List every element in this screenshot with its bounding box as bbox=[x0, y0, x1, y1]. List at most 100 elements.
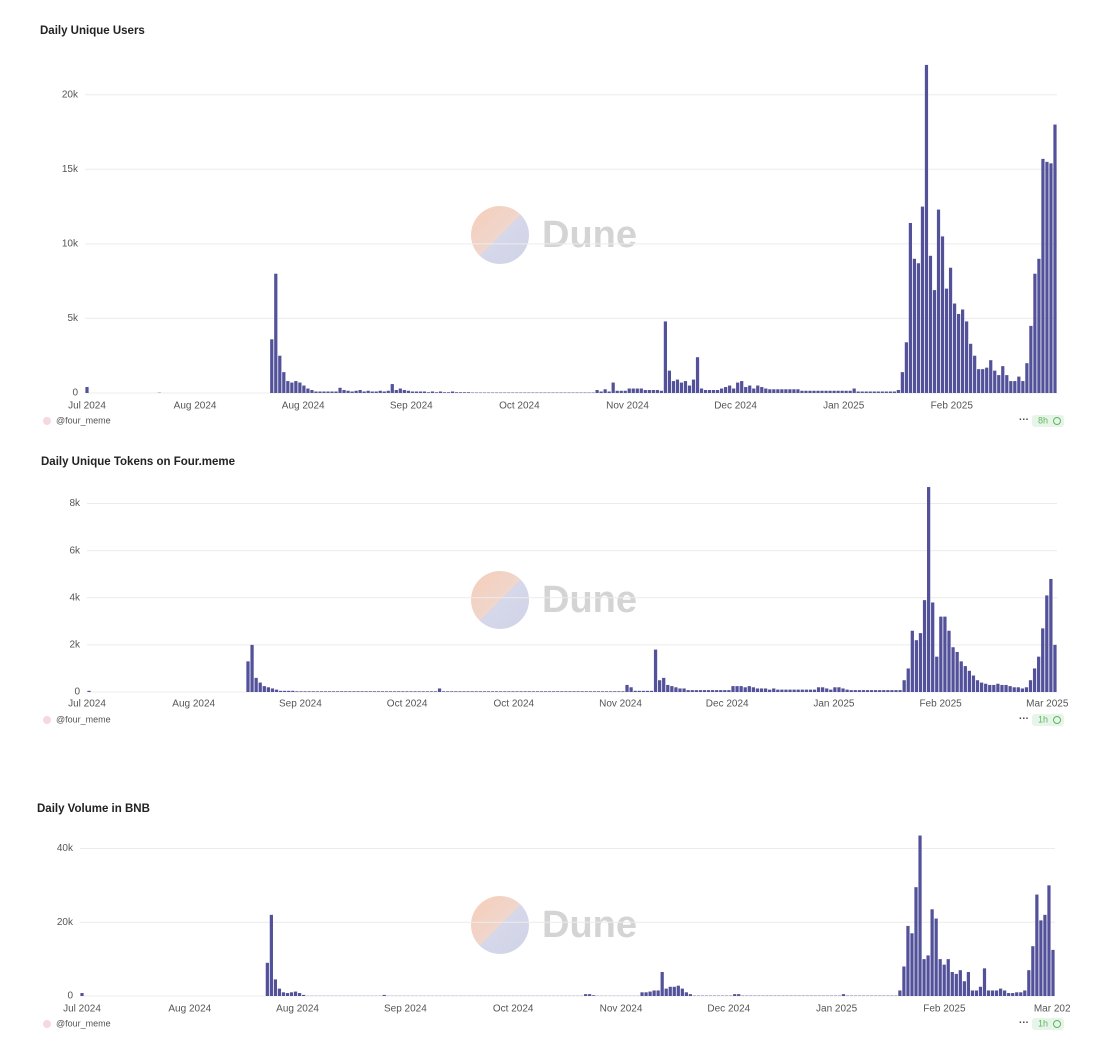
bar bbox=[592, 995, 596, 996]
bar bbox=[458, 392, 463, 393]
x-tick-label: Jan 2025 bbox=[816, 1004, 858, 1015]
bar bbox=[340, 691, 344, 692]
bar bbox=[607, 391, 611, 393]
bar bbox=[85, 387, 89, 393]
bar bbox=[641, 690, 645, 692]
bar bbox=[543, 691, 548, 692]
bar bbox=[961, 309, 965, 393]
watermark-logo bbox=[471, 571, 529, 629]
bar bbox=[327, 691, 332, 692]
bar bbox=[776, 389, 780, 393]
bar bbox=[1021, 381, 1025, 393]
x-tick-label: Oct 2024 bbox=[387, 699, 428, 710]
bar bbox=[934, 918, 938, 996]
bar bbox=[672, 986, 676, 996]
bar bbox=[735, 686, 739, 692]
bar bbox=[323, 691, 328, 692]
menu[interactable]: ··· bbox=[1019, 714, 1029, 725]
bar bbox=[679, 382, 684, 393]
bar bbox=[1024, 687, 1029, 692]
bar bbox=[695, 357, 700, 393]
bar bbox=[358, 390, 362, 393]
bar bbox=[719, 690, 723, 692]
bar bbox=[971, 675, 976, 692]
bar bbox=[429, 691, 434, 692]
menu[interactable]: ··· bbox=[1019, 1018, 1029, 1029]
bar bbox=[625, 684, 629, 692]
bar bbox=[940, 236, 945, 393]
bar bbox=[683, 381, 688, 393]
bar bbox=[994, 990, 999, 996]
bar bbox=[274, 689, 279, 692]
bar bbox=[982, 968, 987, 996]
bar bbox=[1007, 993, 1011, 996]
bar bbox=[560, 691, 564, 692]
bar bbox=[556, 691, 560, 692]
bar bbox=[686, 690, 690, 692]
menu[interactable]: ··· bbox=[1019, 415, 1029, 426]
watermark: Dune bbox=[542, 579, 637, 621]
bar bbox=[788, 689, 792, 692]
bar bbox=[974, 990, 979, 996]
bar bbox=[732, 388, 736, 393]
bar bbox=[425, 691, 429, 692]
bar bbox=[918, 633, 923, 692]
bar bbox=[356, 691, 360, 692]
bar bbox=[454, 392, 459, 393]
bar bbox=[303, 691, 307, 692]
bar bbox=[1011, 993, 1015, 996]
bar bbox=[87, 690, 91, 692]
bar bbox=[364, 691, 368, 692]
bar bbox=[254, 677, 258, 692]
bar bbox=[539, 691, 544, 692]
bar bbox=[723, 690, 727, 692]
bar bbox=[946, 959, 950, 996]
bar bbox=[370, 391, 374, 393]
bar bbox=[352, 691, 356, 692]
x-tick-label: Nov 2024 bbox=[599, 699, 642, 710]
bar bbox=[836, 390, 840, 393]
bar bbox=[421, 691, 425, 692]
bar bbox=[662, 677, 666, 692]
bar bbox=[852, 388, 856, 393]
bar bbox=[918, 835, 922, 996]
bar bbox=[733, 994, 737, 996]
bar bbox=[1037, 258, 1041, 393]
bar bbox=[584, 691, 588, 692]
bar bbox=[702, 690, 707, 692]
x-tick-label: Aug 2024 bbox=[174, 401, 217, 412]
bar bbox=[1008, 686, 1012, 692]
bar bbox=[800, 390, 804, 393]
chart-title: Daily Unique Users bbox=[40, 25, 145, 37]
bar bbox=[348, 691, 352, 692]
bar bbox=[270, 688, 275, 692]
bar bbox=[678, 688, 682, 692]
bar bbox=[1001, 366, 1005, 393]
bar bbox=[776, 689, 780, 692]
bar bbox=[640, 992, 644, 996]
bar bbox=[956, 313, 961, 393]
bar bbox=[660, 972, 664, 996]
bar bbox=[963, 666, 967, 692]
bar bbox=[984, 683, 988, 692]
bar bbox=[821, 687, 825, 692]
bar bbox=[950, 972, 954, 996]
bar bbox=[986, 990, 991, 996]
x-tick-label: Jul 2024 bbox=[63, 1004, 101, 1015]
bar bbox=[979, 682, 984, 692]
bar bbox=[698, 690, 703, 692]
bar bbox=[656, 990, 660, 996]
bar bbox=[671, 381, 676, 393]
bar bbox=[707, 390, 712, 393]
bar bbox=[437, 688, 442, 692]
bar bbox=[676, 985, 680, 996]
y-tick-label: 2k bbox=[69, 640, 81, 651]
bar bbox=[258, 682, 262, 692]
bar bbox=[978, 986, 983, 996]
x-tick-label: Jul 2024 bbox=[68, 699, 106, 710]
bar bbox=[1025, 363, 1029, 393]
bar bbox=[959, 661, 963, 692]
bar bbox=[892, 391, 896, 393]
bar bbox=[920, 206, 925, 393]
bar bbox=[294, 381, 298, 393]
